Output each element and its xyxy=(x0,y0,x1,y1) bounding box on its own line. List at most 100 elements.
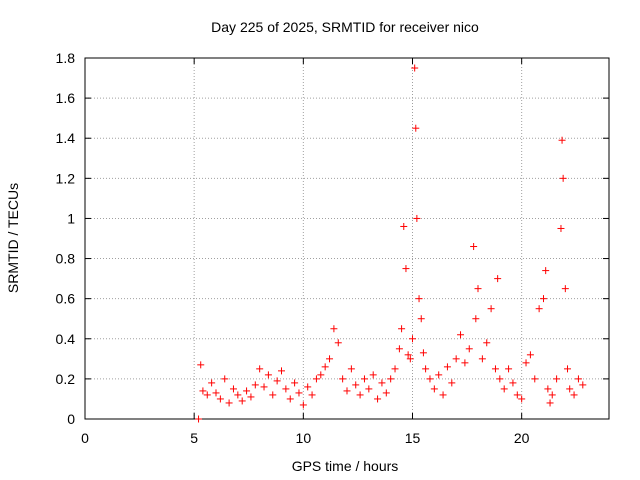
data-point xyxy=(478,355,486,363)
data-point xyxy=(406,355,414,363)
data-point xyxy=(443,363,451,371)
data-point xyxy=(264,371,272,379)
data-point xyxy=(483,339,491,347)
data-point xyxy=(391,365,399,373)
y-tick-label: 0.4 xyxy=(56,331,76,347)
y-tick-label: 1.8 xyxy=(56,50,76,66)
data-point xyxy=(518,395,526,403)
data-point xyxy=(531,375,539,383)
data-point xyxy=(339,375,347,383)
data-point xyxy=(430,385,438,393)
data-point xyxy=(343,387,351,395)
y-tick-label: 1.4 xyxy=(56,130,76,146)
x-tick-label: 5 xyxy=(190,430,198,446)
data-point xyxy=(256,365,264,373)
data-point xyxy=(448,379,456,387)
data-point xyxy=(221,375,229,383)
data-point xyxy=(409,335,416,343)
data-point xyxy=(415,295,423,303)
x-tick-label: 10 xyxy=(296,430,312,446)
y-tick-label: 1 xyxy=(67,210,75,226)
data-point xyxy=(494,275,502,283)
data-point xyxy=(326,355,334,363)
data-point xyxy=(195,415,203,423)
data-point xyxy=(540,295,547,303)
data-point xyxy=(378,379,386,387)
data-point xyxy=(457,331,465,339)
data-point xyxy=(558,136,566,144)
data-point xyxy=(402,265,410,273)
data-point xyxy=(542,267,550,275)
data-point xyxy=(574,375,582,383)
data-point xyxy=(251,381,259,389)
data-point xyxy=(513,391,521,399)
data-point xyxy=(208,379,216,387)
grid xyxy=(85,58,609,419)
data-point xyxy=(472,315,480,323)
data-point xyxy=(365,385,373,393)
data-point xyxy=(500,385,508,393)
data-point xyxy=(229,385,237,393)
data-point xyxy=(439,391,447,399)
data-point xyxy=(295,389,303,397)
data-point xyxy=(491,365,499,373)
data-point xyxy=(330,325,338,333)
data-point xyxy=(286,395,294,403)
data-point xyxy=(579,381,587,389)
data-point xyxy=(452,355,460,363)
data-point xyxy=(356,391,364,399)
data-point xyxy=(203,391,211,399)
data-point xyxy=(465,345,473,353)
data-point xyxy=(474,285,482,293)
data-point xyxy=(374,395,382,403)
data-point xyxy=(197,361,205,369)
data-point xyxy=(559,174,567,182)
data-point xyxy=(470,243,478,251)
data-point xyxy=(212,389,220,397)
data-point xyxy=(564,365,572,373)
data-point xyxy=(461,359,469,367)
data-point xyxy=(544,385,552,393)
data-point xyxy=(369,371,377,379)
data-point xyxy=(522,359,530,367)
data-point xyxy=(496,375,504,383)
data-point xyxy=(435,371,443,379)
x-tick-label: 0 xyxy=(81,430,89,446)
data-point xyxy=(312,375,320,383)
y-tick-label: 1.2 xyxy=(56,170,76,186)
data-point xyxy=(404,351,412,359)
y-tick-label: 1.6 xyxy=(56,90,76,106)
data-point xyxy=(382,389,390,397)
axis-ticks: 0 0.2 0.4 0.6 0.8 1 1.2 1.4 1.6 1.8 0 5 10 15 20 xyxy=(56,50,609,446)
data-point xyxy=(505,365,513,373)
y-tick-label: 0 xyxy=(67,411,75,427)
data-point xyxy=(419,349,427,357)
data-point xyxy=(557,224,565,232)
data-point xyxy=(334,339,342,347)
data-point xyxy=(234,391,242,399)
data-point xyxy=(487,305,495,313)
data-point xyxy=(400,222,408,230)
data-point xyxy=(417,315,425,323)
data-point xyxy=(317,371,325,379)
data-point xyxy=(225,399,233,407)
data-point xyxy=(247,393,255,401)
data-point xyxy=(426,375,434,383)
data-point xyxy=(321,363,329,371)
data-point xyxy=(304,383,312,391)
data-point xyxy=(260,383,268,391)
data-point xyxy=(387,375,395,383)
data-point xyxy=(360,375,368,383)
data-point xyxy=(412,124,420,132)
data-point xyxy=(509,379,517,387)
x-tick-label: 15 xyxy=(405,430,421,446)
data-point xyxy=(535,305,543,313)
x-axis-label: GPS time / hours xyxy=(292,458,399,474)
data-point xyxy=(398,325,406,333)
chart-title: Day 225 of 2025, SRMTID for receiver nic… xyxy=(211,19,479,35)
y-tick-label: 0.8 xyxy=(56,251,76,267)
data-point xyxy=(413,214,421,222)
data-points xyxy=(195,64,587,423)
data-point xyxy=(347,365,355,373)
